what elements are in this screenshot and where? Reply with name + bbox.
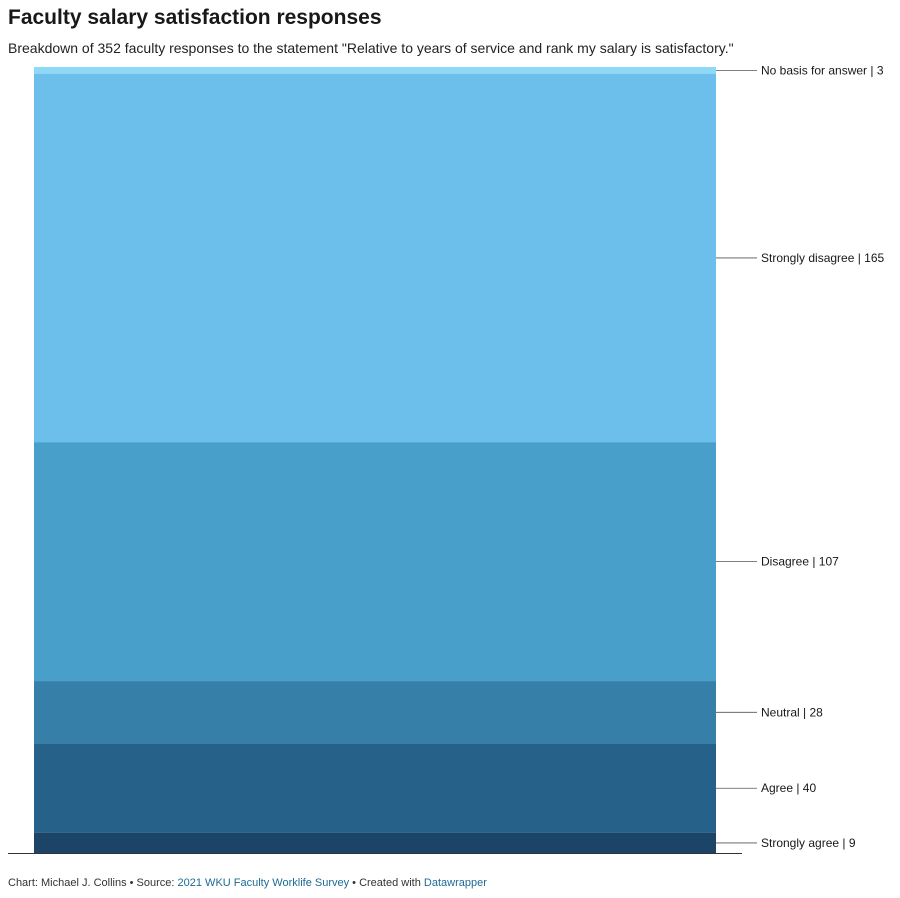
segment-label: Disagree | 107	[761, 555, 839, 569]
bar-segment-strongly-disagree	[34, 73, 716, 443]
chart-footer: Chart: Michael J. Collins • Source: 2021…	[8, 877, 487, 889]
segment-label: Strongly disagree | 165	[761, 251, 885, 265]
segment-label: No basis for answer | 3	[761, 63, 884, 77]
chart-subtitle: Breakdown of 352 faculty responses to th…	[8, 40, 734, 56]
stacked-bar-chart: No basis for answer | 3 Strongly disagree…	[8, 63, 885, 854]
footer-created-with: • Created with	[349, 877, 424, 889]
chart-title: Faculty salary satisfaction responses	[8, 6, 382, 29]
source-link[interactable]: 2021 WKU Faculty Worklife Survey	[177, 877, 350, 889]
segment-label: Neutral | 28	[761, 705, 823, 719]
bar-segment-strongly-agree	[34, 832, 716, 853]
segment-label: Strongly agree | 9	[761, 836, 856, 850]
bar-segment-agree	[34, 743, 716, 833]
bar-segment-no-basis-for-answer	[34, 67, 716, 74]
segment-label: Agree | 40	[761, 781, 816, 795]
bar-segment-neutral	[34, 681, 716, 744]
bar-segment-disagree	[34, 442, 716, 682]
datawrapper-link[interactable]: Datawrapper	[423, 877, 487, 889]
footer-credit: Chart: Michael J. Collins • Source:	[8, 877, 178, 889]
